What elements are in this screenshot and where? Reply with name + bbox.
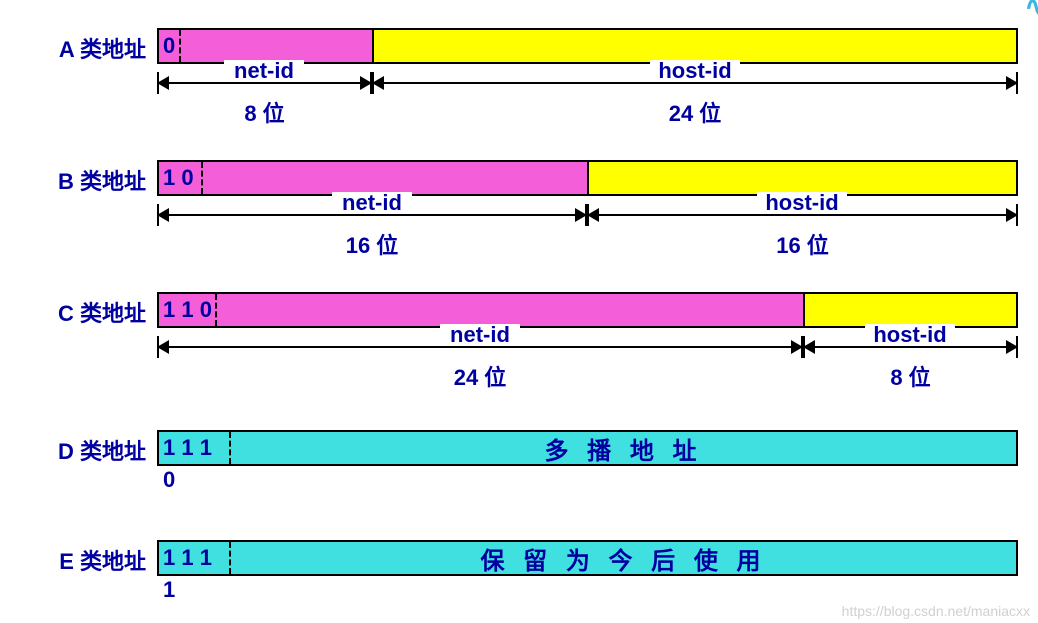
dim-b-net: net-id 16 位 — [157, 204, 587, 264]
prefix-a: 0 — [159, 30, 181, 62]
prefix-e: 1 1 1 1 — [159, 542, 231, 574]
label-class-a: A 类地址 — [16, 32, 146, 64]
prefix-c: 1 1 0 — [159, 294, 217, 326]
label-class-e: E 类地址 — [16, 544, 146, 576]
decorative-corner: ∿ — [1025, 0, 1038, 23]
label-class-b: B 类地址 — [16, 164, 146, 196]
prefix-d: 1 1 1 0 — [159, 432, 231, 464]
dim-c-net-label: net-id — [440, 324, 520, 346]
bar-class-e: 1 1 1 1 保 留 为 今 后 使 用 — [157, 540, 1018, 576]
dim-a-net-label: net-id — [224, 60, 304, 82]
dim-b-host-sub: 16 位 — [587, 228, 1018, 260]
dim-c-net: net-id 24 位 — [157, 336, 803, 396]
dim-c-host: host-id 8 位 — [803, 336, 1018, 396]
label-class-d: D 类地址 — [16, 434, 146, 466]
dim-a-net: net-id 8 位 — [157, 72, 372, 132]
dim-b-net-sub: 16 位 — [157, 228, 587, 260]
center-text-e: 保 留 为 今 后 使 用 — [231, 542, 1016, 574]
watermark: https://blog.csdn.net/maniacxx — [842, 603, 1030, 619]
dim-c-host-label: host-id — [865, 324, 955, 346]
bar-class-d: 1 1 1 0 多 播 地 址 — [157, 430, 1018, 466]
dim-a-host: host-id 24 位 — [372, 72, 1018, 132]
dim-c-net-sub: 24 位 — [157, 360, 803, 392]
dim-a-net-sub: 8 位 — [157, 96, 372, 128]
dim-c-host-sub: 8 位 — [803, 360, 1018, 392]
center-text-d: 多 播 地 址 — [231, 432, 1016, 464]
label-class-c: C 类地址 — [16, 296, 146, 328]
dim-b-host-label: host-id — [757, 192, 847, 214]
dim-b-net-label: net-id — [332, 192, 412, 214]
prefix-b: 1 0 — [159, 162, 203, 194]
dim-b-host: host-id 16 位 — [587, 204, 1018, 264]
dim-a-host-sub: 24 位 — [372, 96, 1018, 128]
dim-a-host-label: host-id — [650, 60, 740, 82]
netid-c — [217, 294, 805, 326]
bar-class-b: 1 0 — [157, 160, 1018, 196]
